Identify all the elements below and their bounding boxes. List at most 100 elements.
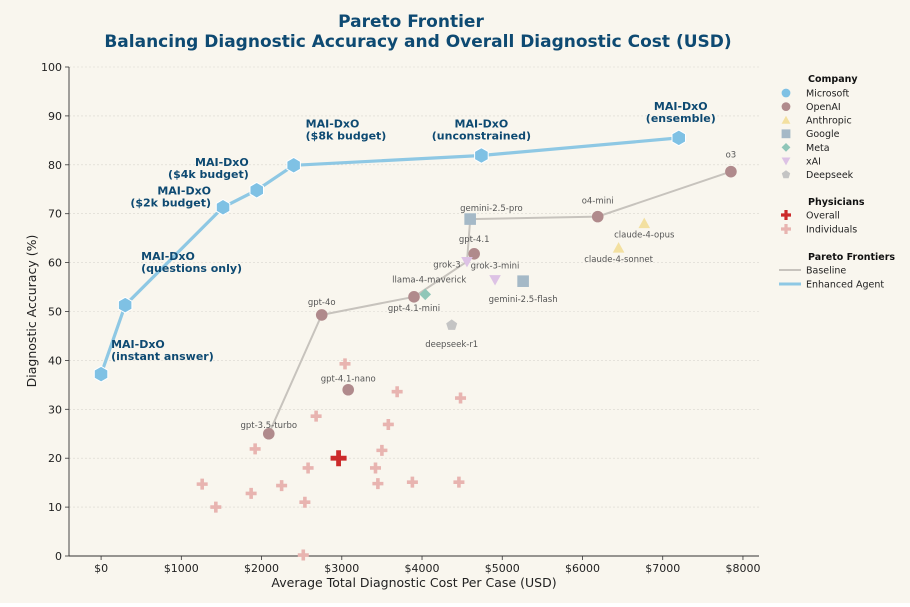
legend-marker-microsoft <box>781 88 791 98</box>
x-tick-label: $8000 <box>725 562 760 575</box>
legend-frontiers-title: Pareto Frontiers <box>808 252 895 263</box>
legend-marker-meta <box>781 143 791 152</box>
legend-marker-openai <box>781 102 791 111</box>
model-marker-gpt-4o <box>315 309 328 321</box>
model-label-gpt-3.5-turbo: gpt-3.5-turbo <box>240 421 297 431</box>
model-label-gpt-4.1: gpt-4.1 <box>459 235 490 245</box>
legend-label-baseline: Baseline <box>806 266 846 277</box>
y-tick-label: 50 <box>48 306 62 319</box>
y-tick-label: 10 <box>48 501 62 514</box>
model-label-claude-4-sonnet: claude-4-sonnet <box>584 255 653 265</box>
physician-individual-marker <box>245 487 257 499</box>
enhanced-agent-label: MAI-DxO (questions only) <box>141 250 242 275</box>
model-marker-llama-4-maverick <box>419 288 432 301</box>
y-tick-label: 60 <box>48 257 62 270</box>
model-marker-gpt-4.1 <box>468 247 480 260</box>
enhanced-agent-label: MAI-DxO ($2k budget) <box>130 184 211 209</box>
legend-marker-anthropic <box>781 115 791 124</box>
legend-label-microsoft: Microsoft <box>806 88 850 99</box>
physician-individual-marker <box>196 478 208 490</box>
model-label-o4-mini: o4-mini <box>582 197 614 207</box>
model-marker-grok-3-mini <box>489 275 501 286</box>
enhanced-agent-label: MAI-DxO ($4k budget) <box>168 156 249 181</box>
model-label-gpt-4.1-mini: gpt-4.1-mini <box>388 304 440 314</box>
enhanced-agent-marker <box>215 198 231 216</box>
legend-marker-deepseek <box>781 170 791 179</box>
x-tick-label: $0 <box>94 562 108 575</box>
point-labels: gpt-3.5-turbo gpt-4o gpt-4.1-nano gpt-4.1-m… <box>111 100 736 431</box>
model-label-grok-3-mini: grok-3-mini <box>471 262 520 272</box>
legend-label-openai: OpenAI <box>806 102 841 113</box>
y-tick-label: 90 <box>48 110 62 123</box>
y-tick-label: 0 <box>55 550 62 563</box>
enhanced-agent-label: MAI-DxO (ensemble) <box>646 100 716 125</box>
model-marker-claude-4-sonnet <box>612 242 625 253</box>
model-marker-gemini-2.5-flash <box>517 275 529 287</box>
model-marker-gpt-3.5-turbo <box>262 427 275 440</box>
legend-label-anthropic: Anthropic <box>806 116 852 127</box>
model-label-gpt-4.1-nano: gpt-4.1-nano <box>321 375 376 385</box>
enhanced-agent-label: MAI-DxO (instant answer) <box>111 338 214 363</box>
physician-individual-marker <box>276 480 288 492</box>
model-marker-gpt-4.1-mini <box>408 291 420 303</box>
y-tick-label: 100 <box>41 61 62 74</box>
model-marker-grok-3 <box>461 256 473 268</box>
tick-labels: 0 10 20 30 40 50 60 70 80 90 100 $0 $1000 $2000 $3000 $… <box>41 61 760 575</box>
legend-marker-overall <box>781 210 791 220</box>
x-tick-label: $1000 <box>164 562 199 575</box>
physician-individual-marker <box>249 443 261 455</box>
physician-individual-marker <box>210 501 222 513</box>
model-marker-claude-4-opus <box>638 217 651 229</box>
legend: Company Microsoft OpenAI Anthropic Google Met… <box>779 74 895 291</box>
physician-individual-marker <box>299 496 311 508</box>
enhanced-agent-marker <box>249 181 264 199</box>
x-tick-label: $4000 <box>405 562 440 575</box>
physician-individual-marker <box>339 358 351 370</box>
model-label-gemini-2.5-flash: gemini-2.5-flash <box>489 295 558 305</box>
x-tick-label: $5000 <box>485 562 520 575</box>
model-marker-gemini-2.5-pro <box>464 213 476 225</box>
physician-individual-marker <box>455 392 467 404</box>
physician-individual-marker <box>391 386 403 398</box>
enhanced-agent-marker <box>474 147 489 164</box>
model-label-llama-4-maverick: llama-4-maverick <box>392 275 466 285</box>
legend-company-title: Company <box>808 74 858 85</box>
legend-label-google: Google <box>806 129 840 140</box>
physician-individual-marker <box>382 418 394 430</box>
physician-individual-marker <box>369 462 381 474</box>
legend-marker-individuals <box>781 224 791 234</box>
model-label-claude-4-opus: claude-4-opus <box>614 230 675 240</box>
legend-label-overall: Overall <box>806 211 840 222</box>
enhanced-agent-marker <box>286 156 301 174</box>
physician-individual-marker <box>372 478 384 490</box>
x-tick-label: $6000 <box>565 562 600 575</box>
legend-marker-google <box>781 129 791 139</box>
physician-individual-marker <box>310 410 322 422</box>
enhanced-agent-label: MAI-DxO ($8k budget) <box>306 117 387 142</box>
enhanced-agent-label: MAI-DxO (unconstrained) <box>432 118 531 143</box>
y-tick-label: 70 <box>48 208 62 221</box>
physician-individual-marker <box>297 549 309 561</box>
model-label-o3: o3 <box>726 151 737 161</box>
chart-title: Pareto Frontier <box>338 12 484 32</box>
grid-lines <box>69 66 759 508</box>
enhanced-agent-marker <box>671 129 686 147</box>
model-label-gpt-4o: gpt-4o <box>308 298 336 308</box>
model-marker-o4-mini <box>591 210 604 223</box>
physician-individual-marker <box>406 476 418 488</box>
enhanced-agent-marker <box>93 365 109 383</box>
model-label-deepseek-r1: deepseek-r1 <box>425 340 478 350</box>
axes <box>65 66 759 560</box>
x-tick-label: $7000 <box>645 562 680 575</box>
model-label-gemini-2.5-pro: gemini-2.5-pro <box>460 204 523 214</box>
legend-label-individuals: Individuals <box>806 225 857 236</box>
physician-individual-marker <box>376 444 388 456</box>
model-marker-gpt-4.1-nano <box>342 383 355 396</box>
model-label-grok-3: grok-3 <box>433 261 460 271</box>
model-marker-deepseek-r1 <box>446 319 458 330</box>
y-axis-label: Diagnostic Accuracy (%) <box>24 235 39 388</box>
physician-individual-marker <box>302 462 314 474</box>
